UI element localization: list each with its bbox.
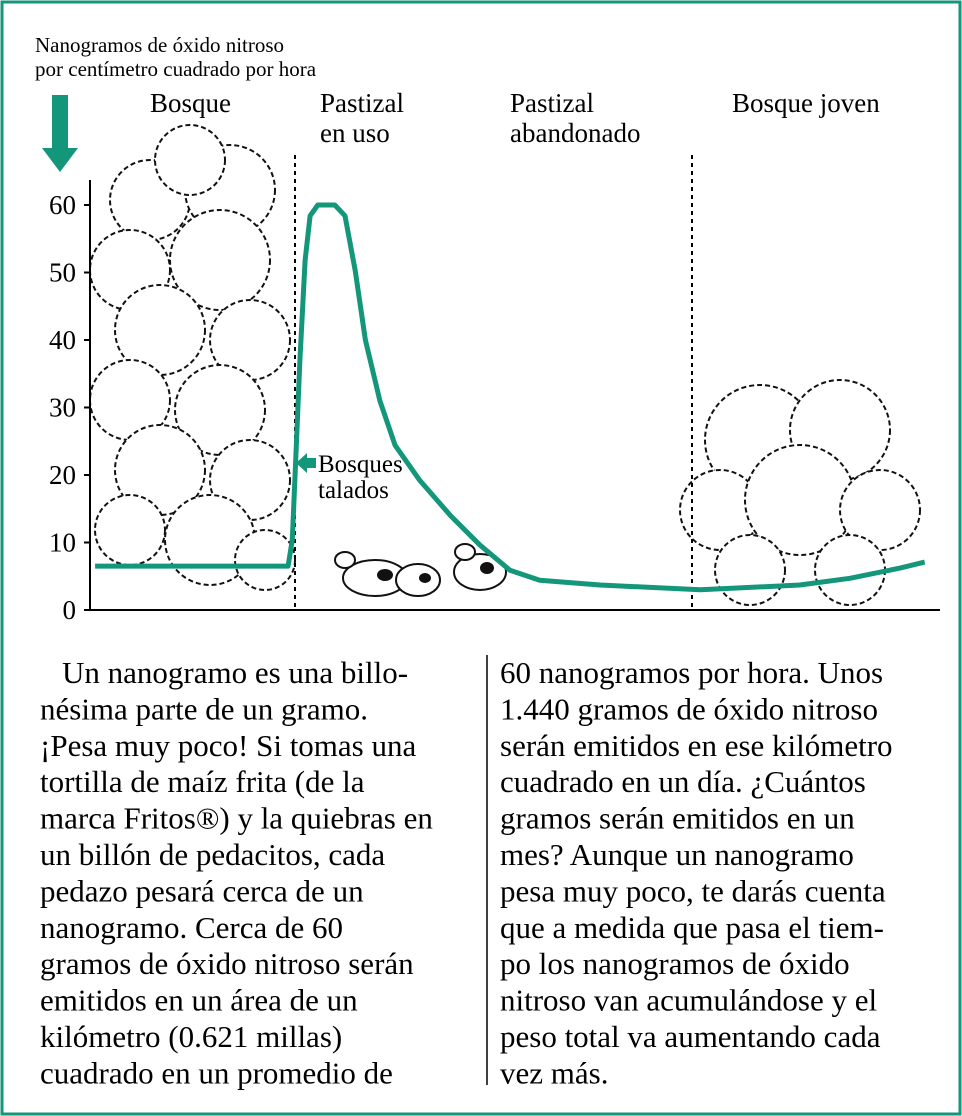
y-tick-label: 40	[49, 325, 76, 355]
annotation: talados	[318, 477, 389, 504]
y-tick-label: 30	[49, 393, 76, 423]
body-text: kilómetro (0.621 millas)	[40, 1019, 342, 1054]
body-text: peso total va aumentando cada	[500, 1019, 881, 1054]
y-axis-label: Nanogramos de óxido nitroso	[35, 33, 284, 57]
body-text: po los nanogramos de óxido	[500, 946, 850, 981]
body-text: tortilla de maíz frita (de la	[40, 764, 365, 799]
data-line	[95, 202, 926, 593]
body-text: vez más.	[500, 1055, 608, 1090]
region-label: Pastizal	[510, 88, 594, 118]
region-label: Bosque	[150, 88, 231, 118]
arrow	[42, 95, 78, 172]
y-tick-label: 0	[63, 595, 77, 625]
body-text: gramos serán emitidos en un	[500, 801, 855, 836]
body-text: un billón de pedacitos, cada	[40, 837, 385, 872]
body-text: cuadrado en un promedio de	[40, 1055, 393, 1090]
region-label: abandonado	[510, 118, 640, 148]
illustration	[89, 124, 921, 606]
body-text: pedazo pesará cerca de un	[40, 873, 364, 908]
y-tick-label: 20	[49, 460, 76, 490]
body-text: nitroso van acumulándose y el	[500, 983, 877, 1018]
body-text: serán emitidos en ese kilómetro	[500, 728, 893, 763]
annotation: Bosques	[318, 451, 403, 478]
y-axis-label: por centímetro cuadrado por hora	[35, 57, 317, 81]
body-text: nanogramo. Cerca de 60	[40, 910, 343, 945]
y-tick-label: 60	[49, 190, 76, 220]
body-text: 1.440 gramos de óxido nitroso	[500, 691, 878, 726]
body-text: cuadrado en un día. ¿Cuántos	[500, 764, 866, 799]
body-text: marca Fritos®) y la quiebras en	[40, 801, 433, 836]
body-text: pesa muy poco, te darás cuenta	[500, 873, 886, 908]
arrow	[296, 453, 316, 473]
body-text: Un nanogramo es una billo-	[62, 655, 408, 690]
body-text: gramos de óxido nitroso serán	[40, 946, 414, 981]
body-text: 60 nanogramos por hora. Unos	[500, 655, 883, 690]
body-text: ¡Pesa muy poco! Si tomas una	[40, 728, 416, 763]
body-text: que a medida que pasa el tiem-	[500, 910, 884, 945]
body-text: mes? Aunque un nanogramo	[500, 837, 854, 872]
body-text: emitidos en un área de un	[40, 983, 358, 1018]
region-label: en uso	[320, 118, 390, 148]
region-label: Bosque joven	[732, 88, 880, 118]
region-label: Pastizal	[320, 88, 404, 118]
y-tick-label: 10	[49, 528, 76, 558]
body-text: nésima parte de un gramo.	[40, 691, 368, 726]
y-tick-label: 50	[49, 258, 76, 288]
